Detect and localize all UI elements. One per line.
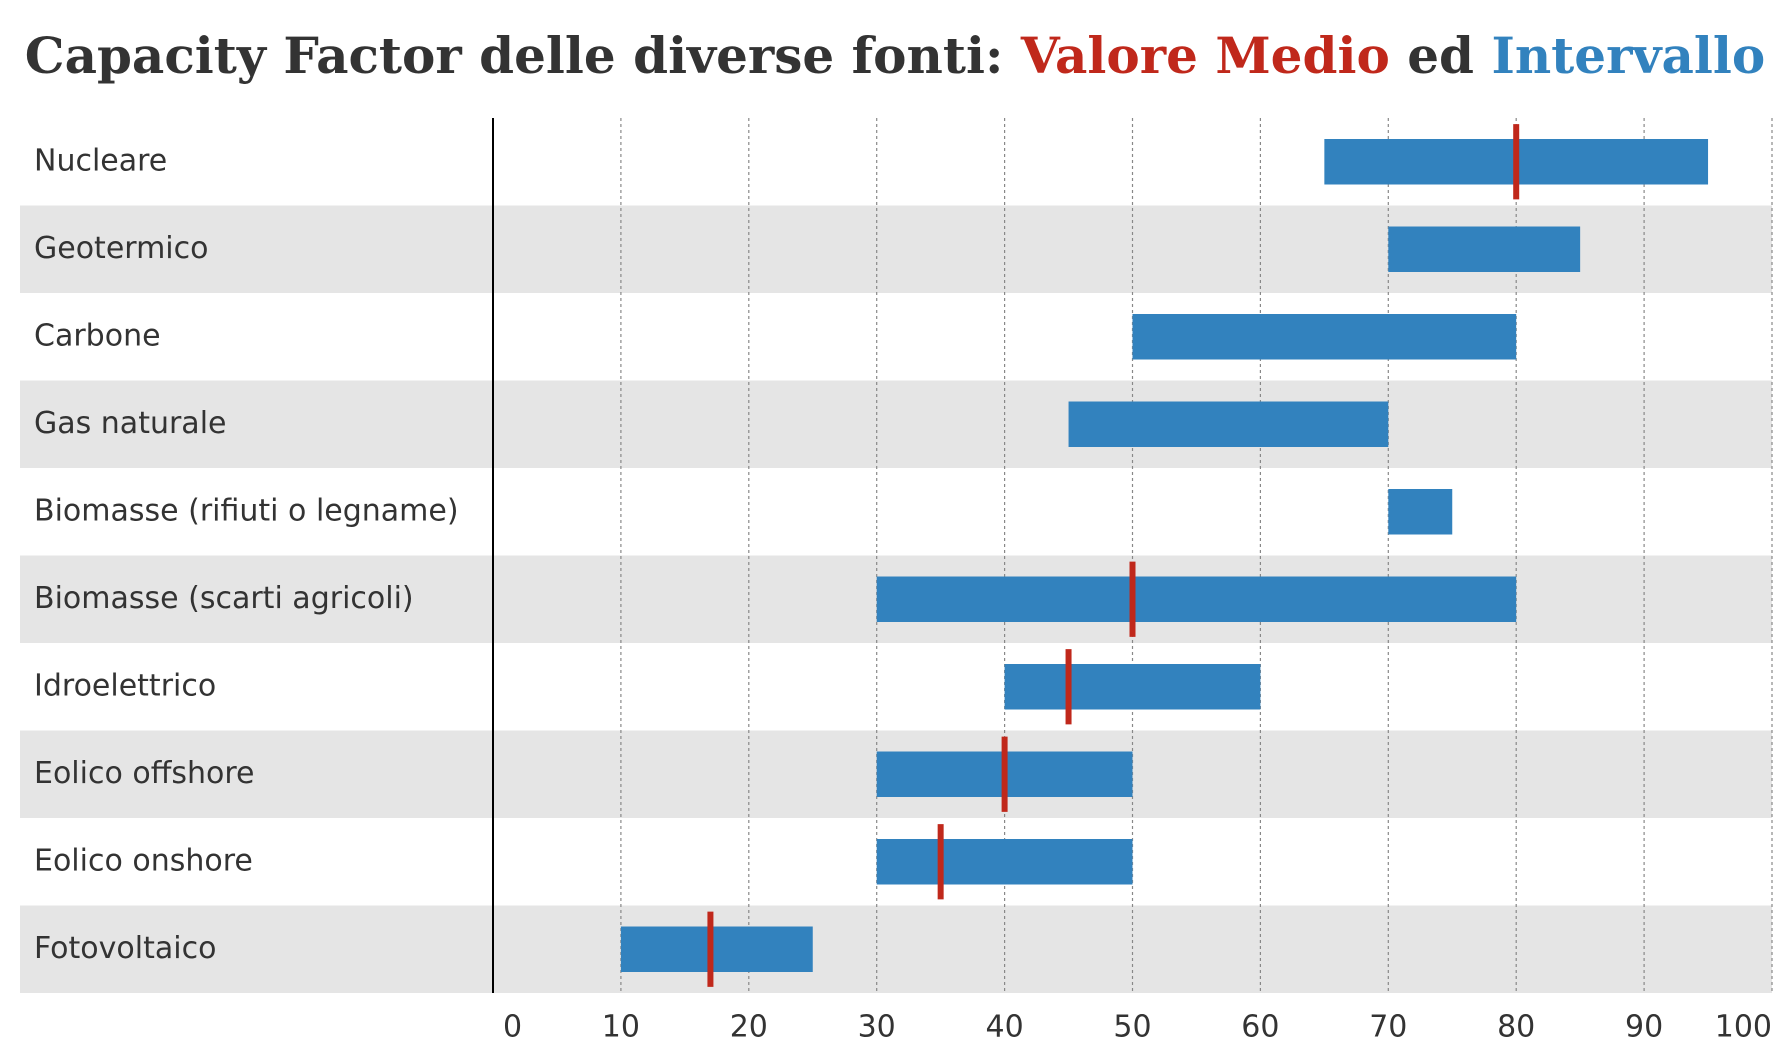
range-bar [1068, 401, 1389, 447]
range-bar [1388, 489, 1453, 535]
range-bar [1004, 664, 1261, 710]
title-range: Intervallo [1491, 26, 1765, 85]
range-bar [1388, 226, 1581, 272]
category-label: Gas naturale [34, 406, 226, 441]
x-tick-label: 20 [730, 1010, 768, 1045]
row-band [20, 380, 1772, 468]
row-band [20, 905, 1772, 993]
title-main: Capacity Factor delle diverse fonti: [25, 26, 1004, 85]
x-tick-label: 80 [1497, 1010, 1535, 1045]
range-bar [876, 839, 1133, 885]
title-connector: ed [1407, 26, 1474, 85]
x-tick-label: 100 [1715, 1010, 1772, 1045]
category-label: Eolico offshore [34, 756, 255, 791]
chart-title: Capacity Factor delle diverse fonti: Val… [25, 26, 1765, 85]
x-tick-label: 30 [858, 1010, 896, 1045]
category-label: Nucleare [34, 143, 167, 178]
title-mean: Valore Medio [1020, 26, 1390, 85]
category-label: Carbone [34, 318, 161, 353]
category-label: Eolico onshore [34, 843, 253, 878]
category-label: Idroelettrico [34, 668, 216, 703]
x-tick-label: 60 [1241, 1010, 1279, 1045]
range-bar [876, 576, 1517, 622]
category-label: Biomasse (scarti agricoli) [34, 581, 414, 616]
range-bar [1132, 314, 1517, 360]
category-label: Geotermico [34, 231, 209, 266]
x-tick-label: 70 [1369, 1010, 1407, 1045]
x-tick-label: 10 [602, 1010, 640, 1045]
x-tick-label: 90 [1625, 1010, 1663, 1045]
x-tick-label: 40 [986, 1010, 1024, 1045]
range-bar [620, 926, 813, 972]
x-tick-label: 0 [503, 1010, 522, 1045]
category-label: Fotovoltaico [34, 931, 216, 966]
x-tick-label: 50 [1113, 1010, 1151, 1045]
category-label: Biomasse (rifiuti o legname) [34, 493, 459, 528]
